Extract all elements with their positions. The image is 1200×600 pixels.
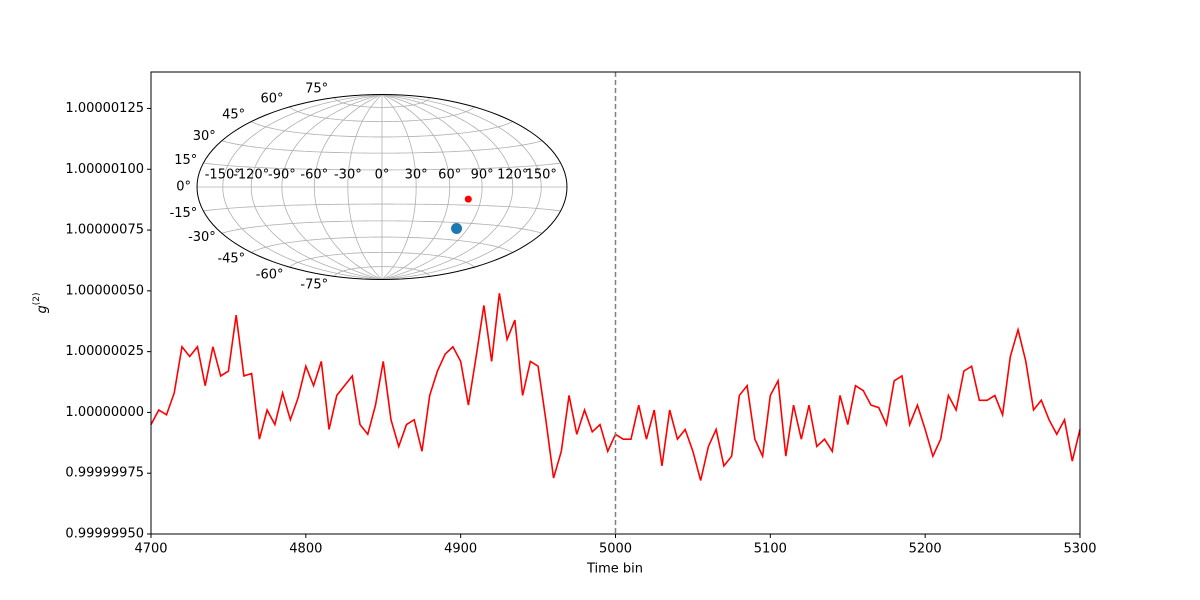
longitude-label: -120° xyxy=(233,168,269,183)
latitude-label: 15° xyxy=(174,153,197,168)
x-tick-label: 5300 xyxy=(1063,542,1096,557)
meridian-grid-line xyxy=(381,94,451,280)
latitude-label: 30° xyxy=(193,129,216,144)
meridian-grid-line xyxy=(281,94,383,280)
longitude-label: 150° xyxy=(526,168,557,183)
y-axis-label-sup: (2) xyxy=(32,292,42,305)
latitude-label: -15° xyxy=(170,206,198,221)
latitude-label: -60° xyxy=(256,267,284,282)
longitude-label: -30° xyxy=(334,168,362,183)
longitude-label: 60° xyxy=(438,168,461,183)
longitude-label: 90° xyxy=(471,168,494,183)
x-tick-label: 4700 xyxy=(134,542,167,557)
longitude-label: -150° xyxy=(205,168,241,183)
inset-map: -150°-120°-90° -60° -30° 0° 30° 60° 90° 120°150… xyxy=(170,81,568,293)
x-axis-label: Time bin xyxy=(586,562,643,577)
y-axis-label-base: g xyxy=(35,305,50,313)
meridian-grid-line xyxy=(313,94,383,280)
y-tick-label: 1.00000125 xyxy=(65,101,144,116)
x-tick-label: 4800 xyxy=(289,542,322,557)
plot-frame xyxy=(150,71,1081,535)
latitude-label: -30° xyxy=(188,230,216,245)
latitude-label: 75° xyxy=(305,81,328,96)
meridian-grid-line xyxy=(347,94,383,280)
latitude-label: 0° xyxy=(176,180,191,195)
map-point xyxy=(464,195,472,203)
meridian-grid-line xyxy=(250,94,383,280)
y-tick-label: 1.00000000 xyxy=(65,405,144,420)
y-tick-label: 1.00000025 xyxy=(65,344,144,359)
y-tick-label: 1.00000050 xyxy=(65,283,144,298)
longitude-label: 0° xyxy=(375,168,390,183)
longitude-label: -60° xyxy=(300,168,328,183)
x-tick-label: 5000 xyxy=(599,542,632,557)
latitude-label: 45° xyxy=(222,108,245,123)
y-tick-label: 0.99999975 xyxy=(65,466,144,481)
meridian-grid-line xyxy=(222,94,383,280)
meridian-grid-line xyxy=(381,94,483,280)
meridian-grid-line xyxy=(381,94,417,280)
y-tick-label: 1.00000075 xyxy=(65,223,144,238)
latitude-label: 60° xyxy=(260,92,283,107)
y-axis-label: g(2) xyxy=(32,292,50,313)
latitude-label: -45° xyxy=(217,251,245,266)
map-boundary xyxy=(196,94,568,280)
latitude-label: -75° xyxy=(300,278,328,293)
y-tick-label: 1.00000100 xyxy=(65,162,144,177)
longitude-label: 30° xyxy=(405,168,428,183)
x-tick-label: 4900 xyxy=(444,542,477,557)
longitude-label: -90° xyxy=(268,168,296,183)
meridian-grid-line xyxy=(381,94,514,280)
x-tick-label: 5200 xyxy=(909,542,942,557)
map-point xyxy=(451,222,463,234)
meridian-grid-line xyxy=(381,94,542,280)
x-tick-label: 5100 xyxy=(754,542,787,557)
longitude-label: 120° xyxy=(497,168,528,183)
y-tick-label: 0.99999950 xyxy=(65,527,144,542)
